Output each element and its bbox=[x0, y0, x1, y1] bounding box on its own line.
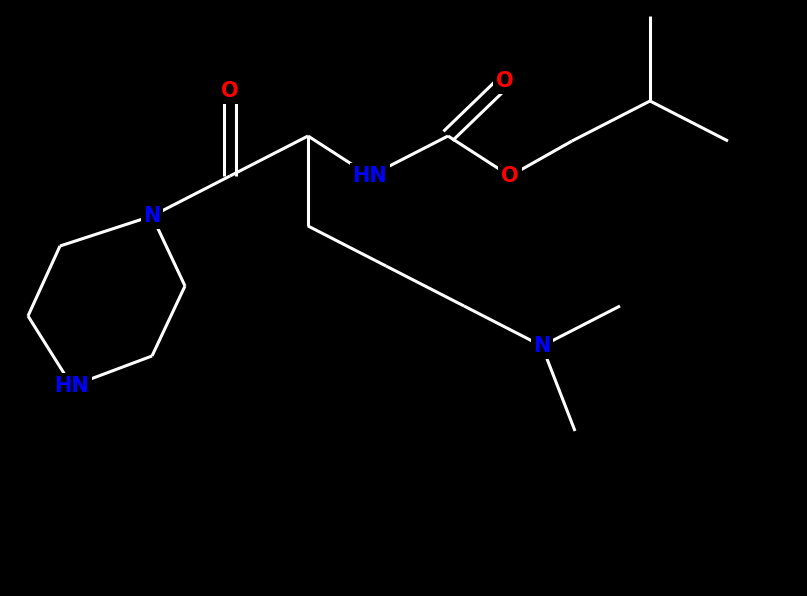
Text: O: O bbox=[221, 81, 239, 101]
Text: HN: HN bbox=[353, 166, 387, 186]
Text: N: N bbox=[144, 206, 161, 226]
Text: HN: HN bbox=[55, 376, 90, 396]
Text: N: N bbox=[533, 336, 550, 356]
Text: O: O bbox=[496, 71, 514, 91]
Text: O: O bbox=[501, 166, 519, 186]
